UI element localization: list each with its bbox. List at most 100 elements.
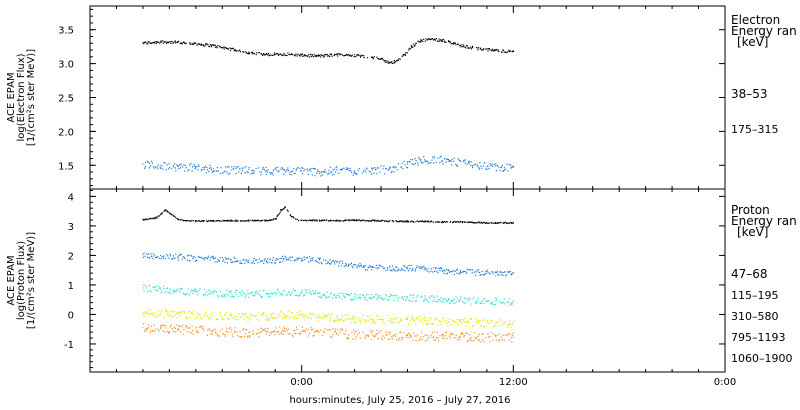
proton-data-point [160,328,162,330]
proton-data-point [318,219,320,221]
proton-point [397,221,399,223]
proton-data-point [301,314,303,316]
electron-point [178,167,180,170]
electron-legend-175-315: 175–315 [731,123,779,136]
proton-point [253,220,255,222]
electron-point [356,54,358,56]
proton-data-point [442,298,444,300]
proton-point [469,269,471,271]
proton-point [160,292,162,294]
electron-point [193,165,196,167]
proton-point [153,330,155,332]
proton-point [364,264,366,267]
proton-point [495,222,497,224]
proton-point [253,332,255,334]
proton-point [461,332,463,334]
proton-point [197,294,199,296]
proton-point [342,263,344,265]
electron-point [401,162,403,164]
proton-point [172,291,174,293]
proton-point [291,312,294,314]
proton-point [199,288,201,290]
proton-point [285,259,287,261]
proton-data-point [212,220,215,222]
proton-point [219,312,221,314]
electron-point [294,55,296,57]
proton-point [245,333,247,335]
electron-point [248,167,250,169]
proton-point [451,333,453,335]
proton-point [228,328,230,330]
electron-point [150,42,152,45]
proton-point [302,219,304,222]
proton-point [191,255,193,257]
proton-point [346,294,348,296]
proton-point [421,266,424,268]
electron-point [148,41,150,43]
proton-point [156,257,158,259]
proton-point [199,326,201,328]
proton-point [492,273,494,275]
proton-point [236,331,238,333]
proton-point [478,221,480,223]
proton-point [322,219,324,221]
electron-data-point [486,166,488,168]
electron-point [271,172,273,174]
proton-point [468,298,470,300]
electron-point [286,54,288,56]
proton-point [187,219,189,222]
proton-data-point [265,292,267,294]
proton-point [234,318,236,320]
electron-point [451,164,453,166]
proton-point [424,267,426,269]
proton-point [226,289,228,291]
proton-point [321,220,323,222]
proton-point [352,338,354,340]
proton-point [279,257,281,260]
electron-point [209,167,211,169]
electron-point [297,53,299,55]
proton-point [173,330,175,333]
proton-point [509,270,511,272]
proton-point [230,290,232,292]
electron-point [143,43,145,45]
proton-point [480,274,482,276]
electron-point [303,55,305,57]
proton-point [482,274,484,276]
electron-point [148,167,150,169]
electron-point [315,54,317,56]
proton-point [210,333,212,335]
proton-point [456,269,458,271]
electron-point [435,38,437,40]
electron-point [362,55,364,57]
proton-point [498,324,500,326]
proton-point [211,311,214,313]
proton-point [283,327,285,329]
proton-point [161,255,163,258]
proton-point [169,331,171,333]
electron-point [463,161,465,163]
proton-point [317,314,319,316]
proton-point [506,326,508,328]
proton-point [376,333,378,335]
proton-point [253,295,255,297]
proton-point [240,316,242,319]
electron-point [422,40,424,43]
electron-point [340,53,342,55]
proton-point [482,319,484,321]
proton-point [498,300,500,302]
electron-point [366,168,368,170]
proton-data-point [160,254,162,256]
proton-point [458,272,460,275]
proton-point [314,260,317,262]
electron-data-point [195,166,197,168]
proton-point [249,335,251,337]
proton-point [365,335,368,337]
proton-point [452,334,454,336]
proton-point [256,220,258,222]
electron-point [489,49,491,51]
proton-point [171,310,173,312]
proton-point [286,259,288,261]
proton-point [319,220,321,222]
proton-point [382,266,384,268]
